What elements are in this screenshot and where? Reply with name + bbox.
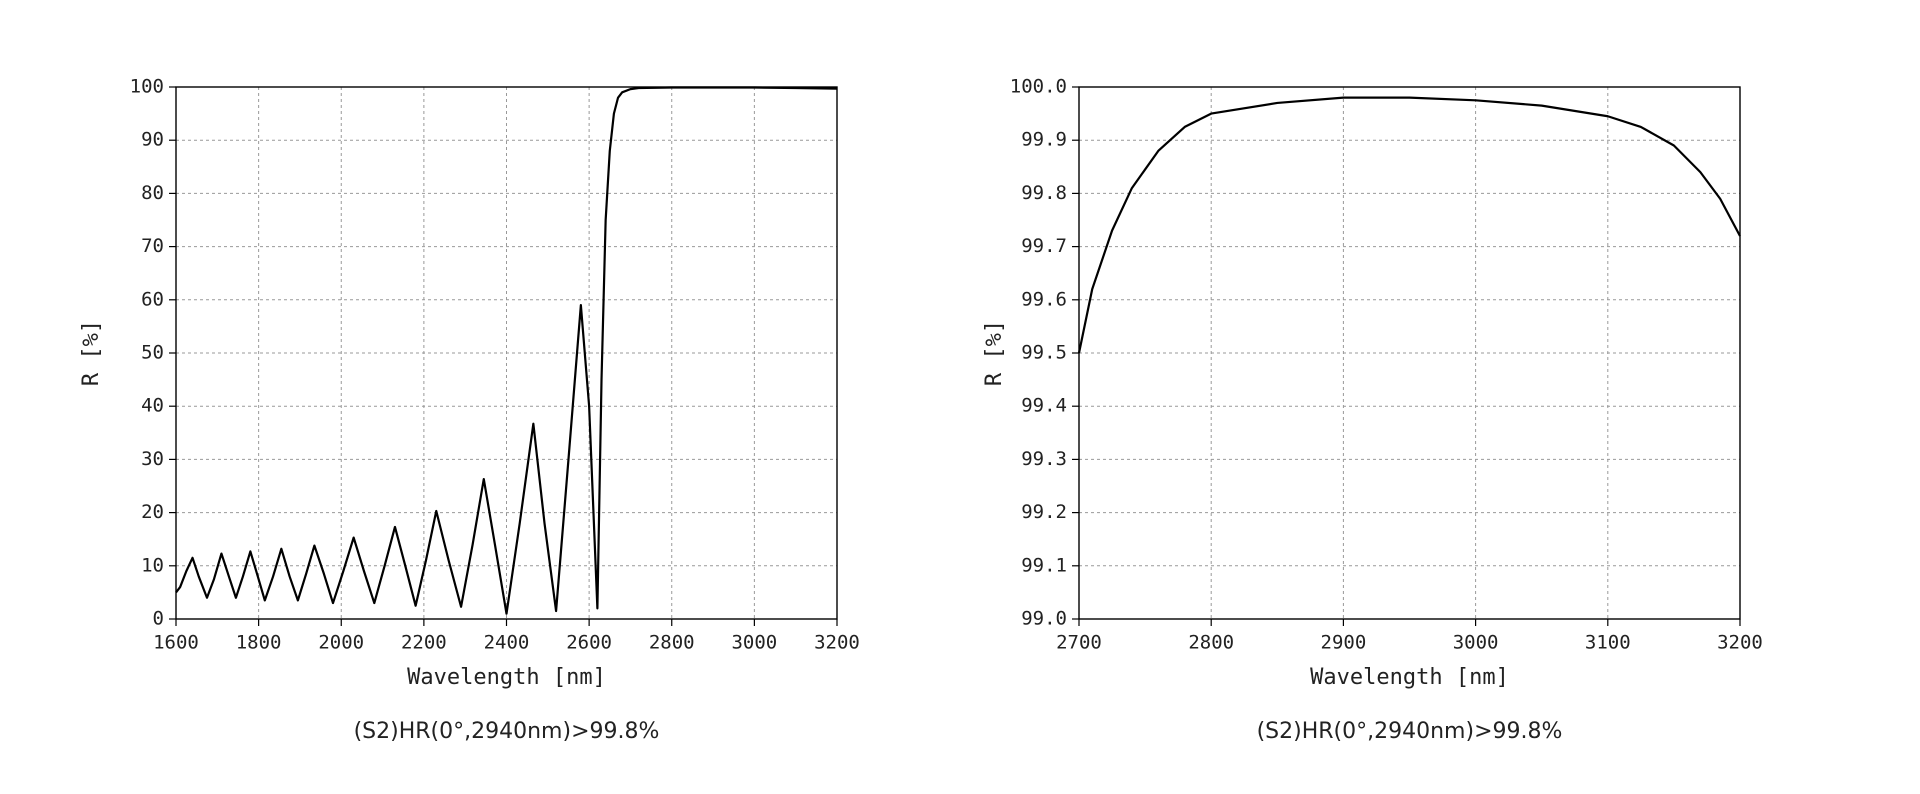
y-tick-label: 20 (141, 501, 164, 523)
x-tick-label: 2900 (1321, 632, 1367, 654)
x-tick-label: 3000 (731, 632, 777, 654)
x-axis-label: Wavelength [nm] (1310, 665, 1509, 690)
x-tick-label: 1800 (236, 632, 282, 654)
y-tick-label: 99.5 (1021, 342, 1067, 364)
x-tick-label: 3200 (1717, 632, 1763, 654)
x-tick-label: 2000 (318, 632, 364, 654)
y-tick-label: 90 (141, 129, 164, 151)
y-tick-label: 30 (141, 448, 164, 470)
x-tick-label: 3100 (1585, 632, 1631, 654)
y-tick-label: 99.0 (1021, 608, 1067, 630)
y-tick-label: 80 (141, 182, 164, 204)
y-tick-label: 99.7 (1021, 235, 1067, 257)
x-tick-label: 2200 (401, 632, 447, 654)
y-tick-label: 99.4 (1021, 395, 1067, 417)
y-axis-label: R [%] (982, 320, 1007, 386)
x-tick-label: 3000 (1453, 632, 1499, 654)
y-tick-label: 10 (141, 554, 164, 576)
y-axis-label: R [%] (79, 320, 104, 386)
data-line (175, 86, 838, 615)
data-line (1077, 96, 1741, 354)
y-tick-label: 99.2 (1021, 501, 1067, 523)
y-tick-label: 99.9 (1021, 129, 1067, 151)
x-axis-label: Wavelength [nm] (407, 665, 606, 690)
y-tick-label: 40 (141, 395, 164, 417)
y-tick-label: 60 (141, 288, 164, 310)
y-tick-label: 99.8 (1021, 182, 1067, 204)
y-tick-label: 0 (153, 608, 164, 630)
y-tick-label: 99.6 (1021, 288, 1067, 310)
y-tick-label: 100 (130, 76, 164, 98)
y-tick-label: 99.1 (1021, 554, 1067, 576)
x-tick-label: 1600 (153, 632, 199, 654)
plot-frame (175, 86, 838, 620)
chart-caption: (S2)HR(0°,2940nm)>99.8% (354, 719, 660, 744)
x-tick-label: 2700 (1056, 632, 1102, 654)
chart-caption: (S2)HR(0°,2940nm)>99.8% (1257, 719, 1563, 744)
x-tick-label: 2800 (649, 632, 695, 654)
x-tick-label: 2800 (1188, 632, 1234, 654)
y-tick-label: 50 (141, 342, 164, 364)
x-tick-label: 3200 (814, 632, 860, 654)
x-tick-label: 2400 (484, 632, 530, 654)
y-tick-label: 99.3 (1021, 448, 1067, 470)
x-tick-label: 2600 (566, 632, 612, 654)
y-tick-label: 100.0 (1010, 76, 1067, 98)
y-tick-label: 70 (141, 235, 164, 257)
